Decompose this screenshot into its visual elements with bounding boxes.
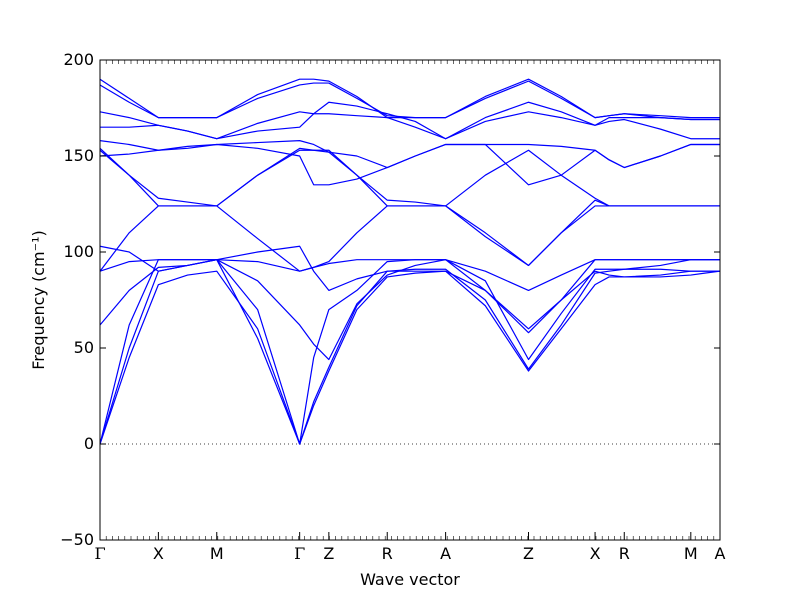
y-tick-label: 50 bbox=[74, 338, 94, 357]
axis-ticks bbox=[99, 59, 721, 541]
branch-13 bbox=[99, 101, 720, 140]
y-tick-label: 150 bbox=[63, 146, 94, 165]
x-tick-label: R bbox=[619, 544, 630, 563]
branch-6 bbox=[99, 245, 721, 330]
plot-background bbox=[100, 60, 720, 540]
plot-area bbox=[100, 60, 720, 540]
x-tick-label: Γ bbox=[294, 544, 305, 563]
branch-15 bbox=[99, 78, 720, 121]
y-tick-label: 100 bbox=[63, 242, 94, 261]
branch-5 bbox=[99, 259, 720, 291]
y-tick-label: 200 bbox=[63, 50, 94, 69]
branch-9 bbox=[99, 147, 720, 267]
x-tick-label: X bbox=[153, 544, 164, 563]
x-tick-label: R bbox=[382, 544, 393, 563]
x-tick-label: Z bbox=[323, 544, 334, 563]
x-tick-label: M bbox=[684, 544, 698, 563]
dispersion-branches bbox=[99, 59, 721, 541]
x-tick-label: A bbox=[440, 544, 451, 563]
x-tick-label: M bbox=[210, 544, 224, 563]
x-tick-label: A bbox=[715, 544, 726, 563]
x-tick-label: Γ bbox=[94, 544, 105, 563]
y-axis-label: Frequency (cm⁻¹) bbox=[29, 230, 48, 369]
branch-1 bbox=[99, 270, 720, 445]
x-axis-label: Wave vector bbox=[360, 570, 460, 589]
branch-11 bbox=[99, 140, 720, 169]
y-tick-label: 0 bbox=[84, 434, 94, 453]
x-tick-label: X bbox=[590, 544, 601, 563]
x-tick-label: Z bbox=[523, 544, 534, 563]
y-tick-label: −50 bbox=[60, 530, 94, 549]
